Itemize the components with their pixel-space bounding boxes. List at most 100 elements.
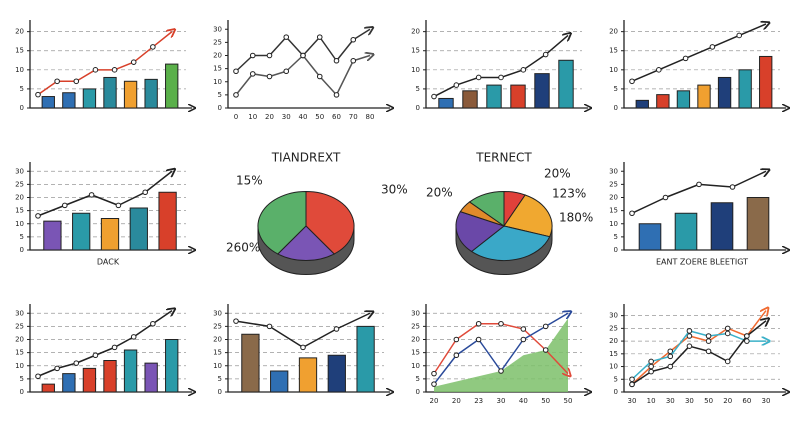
y-tick-label: 20 xyxy=(609,337,618,345)
bar xyxy=(103,360,117,393)
bar xyxy=(710,202,734,251)
bar xyxy=(462,90,478,109)
point xyxy=(475,320,482,327)
y-tick-label: 25 xyxy=(15,180,24,188)
point xyxy=(705,333,712,339)
y-tick-label: 15 xyxy=(411,349,420,357)
point xyxy=(667,363,674,370)
pie-slice xyxy=(503,194,553,238)
point xyxy=(431,381,437,387)
point xyxy=(629,381,635,388)
y-tick-label: 10 xyxy=(15,66,24,74)
y-tick-label: 10 xyxy=(609,66,618,74)
bar xyxy=(62,373,76,393)
line xyxy=(631,321,766,385)
x-tick-label: 50 xyxy=(704,397,713,405)
bar xyxy=(558,59,574,109)
y-tick-label: 10 xyxy=(213,78,222,86)
pie-slice xyxy=(305,190,355,255)
y-tick-label: 25 xyxy=(609,324,618,332)
bar xyxy=(635,99,649,109)
x-tick-label: 70 xyxy=(349,113,358,121)
point xyxy=(475,336,482,343)
y-tick-label: 5 xyxy=(416,85,420,93)
point xyxy=(73,360,80,366)
bar xyxy=(62,92,76,109)
y-tick-label: 5 xyxy=(218,91,222,99)
pie-slice xyxy=(468,190,505,227)
y-tick-label: 20 xyxy=(609,28,618,36)
bar xyxy=(759,55,773,109)
point xyxy=(266,73,273,80)
y-tick-label: 30 xyxy=(213,309,222,317)
bar xyxy=(674,212,698,251)
y-tick-label: 20 xyxy=(609,194,618,202)
bar xyxy=(510,84,526,109)
x-tick-label: 40 xyxy=(299,113,308,121)
y-tick-label: 0 xyxy=(218,388,222,396)
y-tick-label: 20 xyxy=(15,194,24,202)
point xyxy=(629,78,635,85)
point xyxy=(73,78,80,85)
bar xyxy=(123,349,138,393)
point xyxy=(709,44,716,50)
x-tick-label: 23 xyxy=(474,397,483,405)
y-tick-label: 10 xyxy=(609,363,618,371)
point xyxy=(266,323,273,330)
bar xyxy=(165,339,179,393)
y-tick-label: 5 xyxy=(20,233,24,241)
point xyxy=(150,320,156,327)
x-tick-label: 30 xyxy=(666,397,675,405)
bar xyxy=(144,78,158,109)
y-tick-label: 20 xyxy=(213,336,222,344)
y-tick-label: 30 xyxy=(609,312,618,320)
bar xyxy=(738,69,752,109)
x-axis-label: DACK xyxy=(97,258,120,267)
pie-label: 260% xyxy=(226,241,260,255)
y-tick-label: 30 xyxy=(609,167,618,175)
axes xyxy=(623,20,786,108)
axes xyxy=(227,20,390,108)
y-tick-label: 15 xyxy=(609,47,618,55)
bar xyxy=(746,197,770,251)
line xyxy=(235,56,370,96)
y-tick-label: 0 xyxy=(20,246,24,254)
bar xyxy=(241,333,260,393)
bar xyxy=(82,367,97,393)
point xyxy=(744,338,750,344)
point xyxy=(724,330,731,337)
y-tick-label: 25 xyxy=(411,322,420,330)
point xyxy=(520,326,527,332)
y-tick-label: 15 xyxy=(15,349,24,357)
point xyxy=(300,344,306,351)
pie-slice xyxy=(257,190,307,255)
point xyxy=(542,51,549,58)
point xyxy=(682,55,689,62)
y-tick-label: 15 xyxy=(15,47,24,55)
x-tick-label: 20 xyxy=(265,113,274,121)
point xyxy=(498,74,504,81)
point xyxy=(142,189,148,196)
bar xyxy=(327,354,346,393)
y-tick-label: 25 xyxy=(609,180,618,188)
y-tick-label: 0 xyxy=(416,388,420,396)
point xyxy=(233,68,239,75)
y-tick-label: 20 xyxy=(15,336,24,344)
point xyxy=(283,68,290,75)
point xyxy=(724,325,731,332)
bar xyxy=(123,80,138,109)
point xyxy=(686,333,693,339)
point xyxy=(648,363,654,370)
pie-label: 30% xyxy=(381,183,408,197)
x-tick-label: 0 xyxy=(234,113,238,121)
axes xyxy=(425,20,588,108)
point xyxy=(475,74,482,81)
point xyxy=(724,358,731,365)
y-tick-label: 10 xyxy=(15,220,24,228)
bar xyxy=(270,370,289,393)
bar xyxy=(534,73,550,109)
y-tick-label: 25 xyxy=(213,322,222,330)
bar xyxy=(356,325,375,393)
axes xyxy=(29,20,192,108)
bar xyxy=(638,223,662,251)
